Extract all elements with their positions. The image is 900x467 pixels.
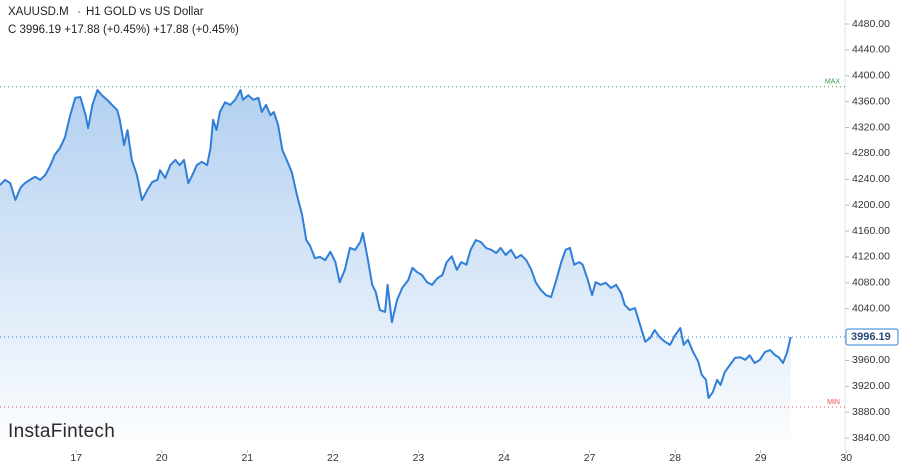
- symbol: XAUUSD.M: [8, 6, 69, 18]
- x-tick-label: 27: [584, 452, 596, 464]
- y-tick-label: 3880.00: [852, 406, 890, 418]
- min-line-label: MIN: [827, 399, 840, 406]
- y-tick-label: 4080.00: [852, 277, 890, 289]
- y-tick-label: 4360.00: [852, 95, 890, 107]
- y-tick-label: 4200.00: [852, 199, 890, 211]
- x-tick-label: 17: [70, 452, 82, 464]
- y-tick-label: 4480.00: [852, 18, 890, 30]
- x-tick-label: 23: [413, 452, 425, 464]
- y-tick-label: 4400.00: [852, 70, 890, 82]
- max-line-label: MAX: [825, 79, 841, 86]
- x-tick-label: 21: [241, 452, 253, 464]
- last-price-label: 3996.19: [851, 331, 891, 343]
- x-tick-label: 24: [498, 452, 510, 464]
- y-tick-label: 4440.00: [852, 44, 890, 56]
- x-tick-label: 30: [840, 452, 852, 464]
- area: [0, 90, 791, 440]
- watermark: InstaFintech: [8, 421, 115, 442]
- y-tick-label: 3960.00: [852, 354, 890, 366]
- price-line: [0, 89, 792, 399]
- x-tick-label: 22: [327, 452, 339, 464]
- x-tick-label: 28: [669, 452, 681, 464]
- chart-subtitle: C 3996.19 +17.88 (+0.45%) +17.88 (+0.45%…: [8, 24, 239, 36]
- chart-title: H1 GOLD vs US Dollar: [86, 6, 204, 18]
- x-tick-label: 29: [755, 452, 767, 464]
- x-tick-label: 20: [156, 452, 168, 464]
- y-tick-label: 4160.00: [852, 225, 890, 237]
- separator: ·: [77, 6, 81, 18]
- y-tick-label: 3840.00: [852, 432, 890, 444]
- y-tick-label: 4040.00: [852, 302, 890, 314]
- y-tick-label: 4280.00: [852, 147, 890, 159]
- y-tick-label: 4240.00: [852, 173, 890, 185]
- y-tick-label: 3920.00: [852, 380, 890, 392]
- y-tick-label: 4120.00: [852, 251, 890, 263]
- y-tick-label: 4320.00: [852, 121, 890, 133]
- last-price-box: [845, 328, 899, 346]
- plot: [0, 89, 792, 440]
